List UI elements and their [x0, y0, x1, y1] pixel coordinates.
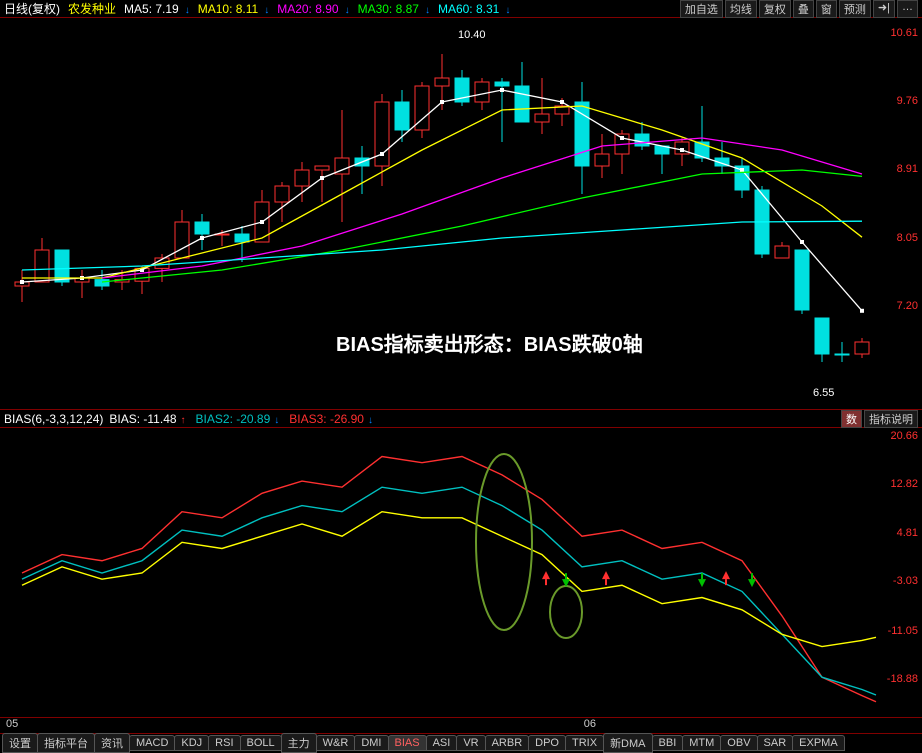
ma-label: MA20: 8.90: [277, 2, 338, 16]
indicator-tab[interactable]: KDJ: [174, 735, 209, 751]
y-tick-label: 12.82: [890, 478, 918, 490]
indicator-tab[interactable]: BIAS: [388, 735, 427, 751]
arrow-up-icon: ↑: [181, 415, 186, 426]
indicator-tab[interactable]: 指标平台: [37, 733, 95, 753]
indicator-tab[interactable]: DPO: [528, 735, 566, 751]
indicator-tab[interactable]: TRIX: [565, 735, 604, 751]
y-tick-label: 20.66: [890, 430, 918, 442]
indicator-tab[interactable]: 资讯: [94, 733, 130, 753]
x-axis: 05 06: [0, 718, 922, 734]
indicator-tab-bar: 设置指标平台资讯MACDKDJRSIBOLL主力W&RDMIBIASASIVRA…: [0, 734, 922, 752]
indicator-tab[interactable]: OBV: [720, 735, 757, 751]
bias-indicator-chart[interactable]: 20.66 12.82 4.81 -3.03 -11.05 -18.88: [0, 428, 922, 718]
main-candlestick-chart[interactable]: 10.40 6.55 10.61 9.76 8.91 8.05 7.20 BIAS指标卖出…: [0, 18, 922, 410]
header-left: 日线(复权) 农发种业 MA5: 7.19 ↓ MA10: 8.11 ↓ MA20: 8…: [4, 0, 518, 17]
indicator-tab[interactable]: MTM: [682, 735, 721, 751]
ma-label: MA60: 8.31: [438, 2, 499, 16]
header-button[interactable]: 复权: [759, 0, 791, 18]
sub-header-button[interactable]: 数: [841, 410, 862, 428]
main-y-axis: 10.61 9.76 8.91 8.05 7.20: [880, 18, 922, 409]
y-tick-label: 7.20: [897, 300, 918, 312]
header-button[interactable]: ➜|: [873, 0, 895, 18]
indicator-tab[interactable]: W&R: [316, 735, 356, 751]
x-axis-left: 05: [6, 718, 18, 733]
y-tick-label: 4.81: [897, 527, 918, 539]
sub-header-button[interactable]: 指标说明: [864, 410, 918, 428]
indicator-tab[interactable]: EXPMA: [792, 735, 845, 751]
arrow-down-icon: ↓: [274, 415, 279, 426]
ma-indicator-row: MA5: 7.19 ↓ MA10: 8.11 ↓ MA20: 8.90 ↓ MA30: 8.…: [124, 2, 518, 16]
x-axis-right: 06: [584, 718, 596, 733]
svg-text:10.40: 10.40: [458, 29, 486, 41]
chart-type-label: 日线(复权): [4, 0, 60, 17]
indicator-tab[interactable]: 新DMA: [603, 733, 652, 753]
bias-value-label: BIAS: -11.48: [109, 412, 176, 426]
sub-header: BIAS(6,-3,3,12,24) BIAS: -11.48 ↑ BIAS2: -…: [0, 410, 922, 428]
sub-y-axis: 20.66 12.82 4.81 -3.03 -11.05 -18.88: [880, 428, 922, 717]
stock-name: 农发种业: [68, 0, 116, 17]
sub-header-buttons: 数指标说明: [841, 410, 918, 428]
indicator-tab[interactable]: 设置: [2, 733, 38, 753]
bias-values-row: BIAS: -11.48↑BIAS2: -20.89↓BIAS3: -26.90…: [109, 412, 383, 426]
indicator-tab[interactable]: 主力: [281, 733, 317, 753]
indicator-tab[interactable]: BOLL: [240, 735, 282, 751]
header-button[interactable]: 均线: [725, 0, 757, 18]
y-tick-label: 8.91: [897, 163, 918, 175]
y-tick-label: -11.05: [888, 625, 918, 637]
indicator-tab[interactable]: ARBR: [485, 735, 530, 751]
annotation-text: BIAS指标卖出形态：BIAS跌破0轴: [336, 328, 643, 357]
header-button[interactable]: 加自选: [680, 0, 723, 18]
y-tick-label: 8.05: [897, 232, 918, 244]
ma-label: MA30: 8.87: [358, 2, 419, 16]
indicator-tab[interactable]: VR: [456, 735, 485, 751]
indicator-tab[interactable]: ASI: [426, 735, 458, 751]
arrow-down-icon: ↓: [425, 5, 430, 16]
indicator-tab[interactable]: DMI: [354, 735, 388, 751]
arrow-down-icon: ↓: [185, 5, 190, 16]
arrow-down-icon: ↓: [345, 5, 350, 16]
y-tick-label: -18.88: [887, 673, 918, 685]
arrow-down-icon: ↓: [505, 5, 510, 16]
bias-value-label: BIAS3: -26.90: [289, 412, 364, 426]
indicator-tab[interactable]: SAR: [757, 735, 794, 751]
ma-label: MA5: 7.19: [124, 2, 179, 16]
indicator-tab[interactable]: BBI: [652, 735, 684, 751]
header-button[interactable]: 叠: [793, 0, 814, 18]
header-right-buttons: 加自选均线复权叠窗预测➜|…: [680, 0, 918, 18]
indicator-tab[interactable]: RSI: [208, 735, 240, 751]
sub-chart-svg: [6, 432, 878, 714]
y-tick-label: 9.76: [897, 95, 918, 107]
y-tick-label: 10.61: [890, 27, 918, 39]
arrow-down-icon: ↓: [264, 5, 269, 16]
header-button[interactable]: 窗: [816, 0, 837, 18]
bias-params-label: BIAS(6,-3,3,12,24): [4, 412, 103, 426]
bias-value-label: BIAS2: -20.89: [196, 412, 271, 426]
svg-text:6.55: 6.55: [813, 387, 834, 399]
arrow-down-icon: ↓: [368, 415, 373, 426]
header-button[interactable]: …: [897, 0, 918, 18]
y-tick-label: -3.03: [893, 575, 918, 587]
main-header: 日线(复权) 农发种业 MA5: 7.19 ↓ MA10: 8.11 ↓ MA20: 8…: [0, 0, 922, 18]
ma-label: MA10: 8.11: [198, 2, 258, 16]
indicator-tab[interactable]: MACD: [129, 735, 175, 751]
header-button[interactable]: 预测: [839, 0, 871, 18]
